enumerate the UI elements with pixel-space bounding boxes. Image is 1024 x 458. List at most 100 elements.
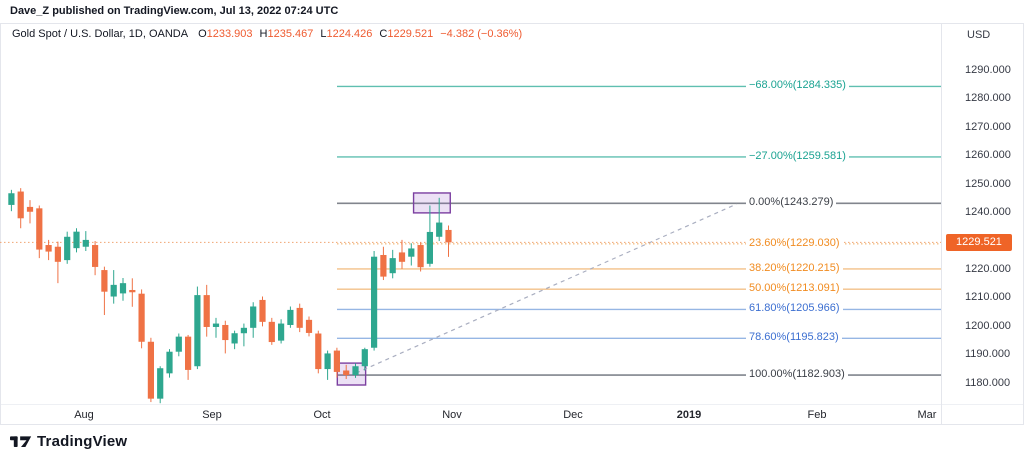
candle: [92, 241, 99, 276]
candle: [380, 246, 387, 281]
price-tick-label: 1210.000: [965, 291, 1011, 304]
legend-ohlc-h: H1235.467: [259, 28, 314, 40]
candle: [231, 330, 238, 350]
candle: [250, 302, 257, 338]
time-axis-bottom-border: [0, 424, 1024, 425]
candle: [54, 241, 61, 284]
trend-line: [355, 203, 737, 374]
candle: [352, 363, 359, 378]
fib-level-label: 100.00%(1182.903): [746, 368, 848, 382]
candle: [268, 317, 275, 345]
pane-bottom-border: [0, 404, 1024, 405]
candle: [305, 316, 313, 337]
candle: [185, 334, 192, 380]
price-tick-label: 1270.000: [965, 120, 1011, 133]
candle: [166, 349, 173, 378]
candle: [315, 330, 322, 374]
candle: [426, 205, 433, 267]
price-tick-label: 1190.000: [965, 348, 1011, 361]
tradingview-logo-icon: [10, 436, 32, 447]
currency-label: USD: [967, 29, 991, 41]
candle: [147, 337, 154, 403]
price-tick-label: 1200.000: [965, 319, 1011, 332]
highlight-box: [412, 192, 451, 214]
chart-pane[interactable]: [0, 0, 1024, 424]
candle: [45, 239, 52, 261]
candle: [333, 347, 340, 378]
legend-ohlc-c: C1229.521: [379, 28, 434, 40]
price-tick-label: 1240.000: [965, 206, 1011, 219]
candle: [26, 200, 34, 224]
candle: [278, 319, 285, 344]
price-tick-label: 1290.000: [965, 63, 1011, 76]
candle: [82, 231, 89, 252]
month-label: Sep: [202, 409, 222, 421]
candle: [445, 225, 452, 257]
candle: [389, 249, 396, 279]
candlestick-plot: [0, 85, 941, 404]
price-tick-label: 1180.000: [965, 376, 1011, 389]
candle: [371, 251, 378, 351]
candle: [436, 197, 443, 242]
candle: [138, 289, 145, 349]
legend-ohlc-l: L1224.426: [320, 28, 373, 40]
candle: [287, 306, 294, 328]
candle: [343, 364, 350, 380]
candle: [324, 350, 331, 380]
month-label: Nov: [442, 409, 462, 421]
tradingview-logo[interactable]: TradingView: [10, 433, 127, 450]
candle: [129, 278, 136, 307]
last-price-badge: 1229.521: [946, 233, 1012, 251]
price-axis-separator: [941, 23, 942, 424]
candle: [361, 347, 368, 371]
month-label: Dec: [563, 409, 583, 421]
candle: [296, 303, 303, 333]
tradingview-logo-text: TradingView: [37, 433, 128, 450]
price-tick-label: 1250.000: [965, 177, 1011, 190]
candle: [203, 284, 210, 337]
candle: [398, 239, 406, 269]
month-label: 2019: [676, 409, 702, 421]
candle: [222, 320, 229, 354]
fib-level-label: −68.00%(1284.335): [746, 79, 849, 93]
candle: [259, 296, 266, 327]
highlight-box: [336, 362, 367, 386]
symbol-title: Gold Spot / U.S. Dollar, 1D, OANDA: [12, 28, 189, 40]
fib-level-label: 23.60%(1229.030): [746, 236, 843, 250]
price-tick-label: 1260.000: [965, 149, 1011, 162]
attribution-text: Dave_Z published on TradingView.com, Jul…: [10, 5, 339, 17]
price-tick-label: 1280.000: [965, 92, 1011, 105]
fib-level-label: 50.00%(1213.091): [746, 282, 843, 296]
fib-level-label: 78.60%(1195.823): [746, 331, 842, 345]
card-top-border: [0, 23, 1024, 24]
candle: [36, 205, 43, 259]
candle: [194, 286, 201, 370]
candle: [157, 366, 164, 404]
candle: [17, 188, 24, 229]
symbol-legend[interactable]: Gold Spot / U.S. Dollar, 1D, OANDA O1233.…: [12, 28, 529, 40]
month-label: Oct: [313, 409, 331, 421]
legend-ohlc-o: O1233.903: [198, 28, 253, 40]
month-label: Aug: [74, 409, 94, 421]
month-label: Feb: [807, 409, 827, 421]
candle: [240, 323, 247, 347]
fib-level-label: 61.80%(1205.966): [746, 302, 843, 316]
fib-level-label: −27.00%(1259.581): [746, 149, 849, 163]
candle: [101, 266, 108, 316]
candle: [212, 317, 220, 338]
candle: [73, 228, 80, 253]
card-left-border: [0, 23, 1, 424]
candle: [408, 243, 415, 266]
candle: [8, 189, 15, 212]
candle: [110, 270, 117, 304]
month-label: Mar: [917, 409, 937, 421]
candle: [64, 231, 71, 264]
candle: [175, 333, 182, 357]
fib-level-label: 0.00%(1243.279): [746, 196, 837, 210]
legend-change: −4.382 (−0.36%): [440, 28, 523, 40]
price-tick-label: 1220.000: [965, 263, 1011, 275]
fib-level-label: 38.20%(1220.215): [746, 261, 843, 275]
candle: [417, 242, 424, 272]
candle: [119, 278, 127, 301]
